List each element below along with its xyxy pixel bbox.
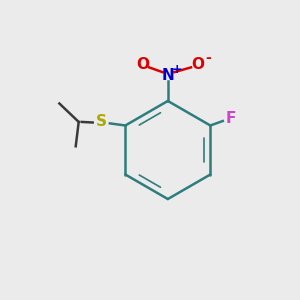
Text: O: O <box>191 57 204 72</box>
Text: N: N <box>161 68 174 83</box>
Text: O: O <box>136 57 149 72</box>
Text: -: - <box>205 51 211 65</box>
Text: S: S <box>95 114 106 129</box>
Text: F: F <box>226 110 236 125</box>
Text: +: + <box>171 63 182 76</box>
